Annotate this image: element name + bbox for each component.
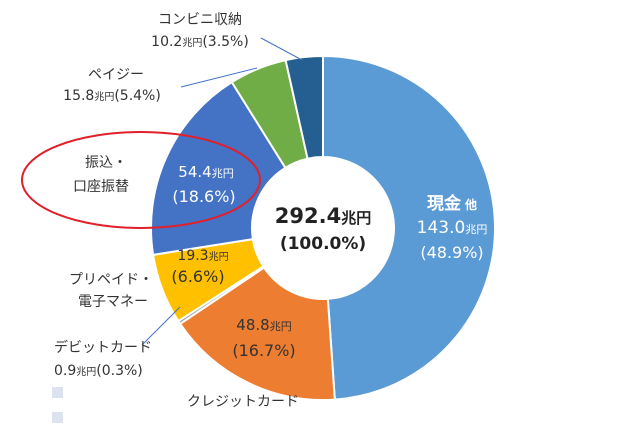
credit-name: クレジットカード <box>187 394 299 410</box>
prepaid-percent: (6.6%) <box>171 267 224 286</box>
cash-value: 143.0兆円 <box>417 218 488 238</box>
decor-square <box>52 387 63 398</box>
prepaid-name-2: 電子マネー <box>78 294 148 310</box>
decor-square <box>52 412 63 423</box>
total-percent: (100.0%) <box>280 234 366 254</box>
debit-leader-line <box>141 306 181 346</box>
transfer-percent: (18.6%) <box>172 187 235 206</box>
credit-percent: (16.7%) <box>232 341 295 360</box>
debit-value: 0.9兆円(0.3%) <box>54 363 143 379</box>
payeasy-leader-line <box>180 67 258 88</box>
cash-percent: (48.9%) <box>420 243 483 262</box>
prepaid-value: 19.3兆円 <box>177 248 228 264</box>
konbini-value: 10.2兆円(3.5%) <box>151 34 249 50</box>
konbini-leader-line <box>260 37 303 61</box>
konbini-name: コンビニ収納 <box>158 12 242 28</box>
payeasy-value: 15.8兆円(5.4%) <box>63 88 161 104</box>
credit-value: 48.8兆円 <box>236 316 291 334</box>
payeasy-name: ペイジー <box>88 67 144 83</box>
donut-slices <box>150 54 497 401</box>
transfer-name-1: 振込・ <box>85 155 127 171</box>
prepaid-name-1: プリペイド・ <box>69 272 153 288</box>
cash-name: 現金他 <box>427 193 477 214</box>
debit-name: デビットカード <box>54 339 152 356</box>
highlight-ellipse <box>21 131 261 229</box>
transfer-value: 54.4兆円 <box>178 163 233 181</box>
transfer-name-2: 口座振替 <box>73 179 129 195</box>
donut-hole <box>252 157 394 299</box>
total-value: 292.4兆円 <box>275 204 371 228</box>
